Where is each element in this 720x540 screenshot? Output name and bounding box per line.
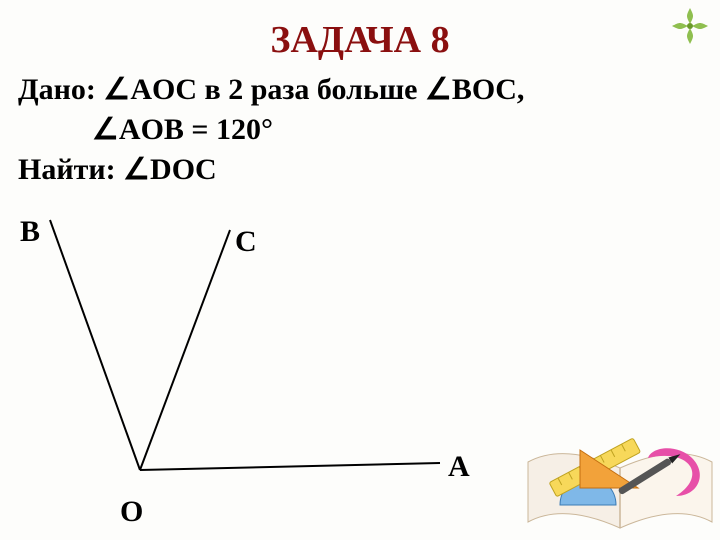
problem-title: ЗАДАЧА 8 xyxy=(0,18,720,62)
angle-symbol: ∠ xyxy=(425,73,452,106)
given-prefix: Дано: xyxy=(18,73,103,106)
given-line-1: Дано: ∠AOC в 2 раза больше ∠BOC, xyxy=(18,70,524,110)
given-text: BOC, xyxy=(452,73,525,106)
problem-statement: Дано: ∠AOC в 2 раза больше ∠BOC, ∠AOB = … xyxy=(18,70,524,190)
point-label-a: A xyxy=(448,450,470,484)
given-text: AOB = 120° xyxy=(119,113,273,146)
find-text: DOC xyxy=(150,153,217,186)
ray-oa xyxy=(140,463,440,470)
find-line: Найти: ∠DOC xyxy=(18,150,524,190)
point-label-c: C xyxy=(235,225,257,259)
given-line-2: ∠AOB = 120° xyxy=(18,110,524,150)
given-text: AOC в 2 раза больше xyxy=(130,73,425,106)
point-label-o: O xyxy=(120,495,143,529)
book-decoration xyxy=(520,410,720,540)
find-prefix: Найти: xyxy=(18,153,123,186)
point-label-b: B xyxy=(20,215,40,249)
angle-symbol: ∠ xyxy=(103,73,130,106)
ray-ob xyxy=(50,220,140,470)
ray-oc xyxy=(140,230,230,470)
angle-symbol: ∠ xyxy=(92,113,119,146)
angle-symbol: ∠ xyxy=(123,153,150,186)
angle-diagram: O A B C xyxy=(20,195,480,505)
